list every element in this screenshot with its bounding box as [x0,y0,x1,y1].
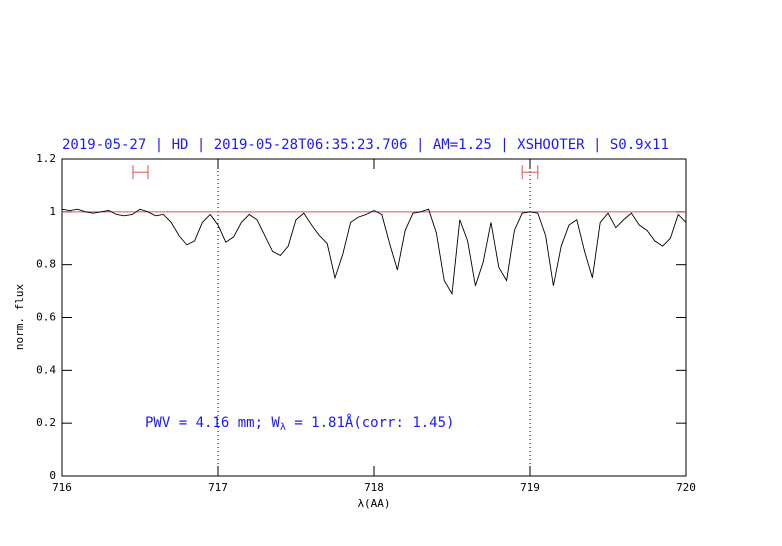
chart-title: 2019-05-27 | HD | 2019-05-28T06:35:23.70… [62,137,669,153]
y-axis-label: norm. flux [13,284,26,351]
x-tick-label: 717 [208,481,228,494]
annotation-subscript: λ [280,422,286,433]
annotation: PWV = 4.16 mm; Wλ = 1.81Å(corr: 1.45) [145,414,454,433]
spectrum-line [61,208,687,296]
x-tick-label: 716 [52,481,72,494]
x-tick-label: 718 [364,481,384,494]
y-tick-label: 1.2 [36,152,56,165]
annotation-text: = 1.81Å(corr: 1.45) [286,414,455,431]
x-tick-label: 719 [520,481,540,494]
x-tick-label: 720 [676,481,696,494]
range-marker [521,165,539,180]
y-tick-label: 0.2 [36,416,56,429]
y-tick-label: 1 [49,205,56,218]
y-tick-label: 0.8 [36,258,56,271]
y-tick-label: 0.4 [36,363,56,376]
annotation-text: PWV = 4.16 mm; W [145,415,280,431]
range-marker [132,165,149,180]
x-axis-label: λ(AA) [357,497,390,510]
y-tick-label: 0 [49,469,56,482]
y-tick-label: 0.6 [36,311,56,324]
